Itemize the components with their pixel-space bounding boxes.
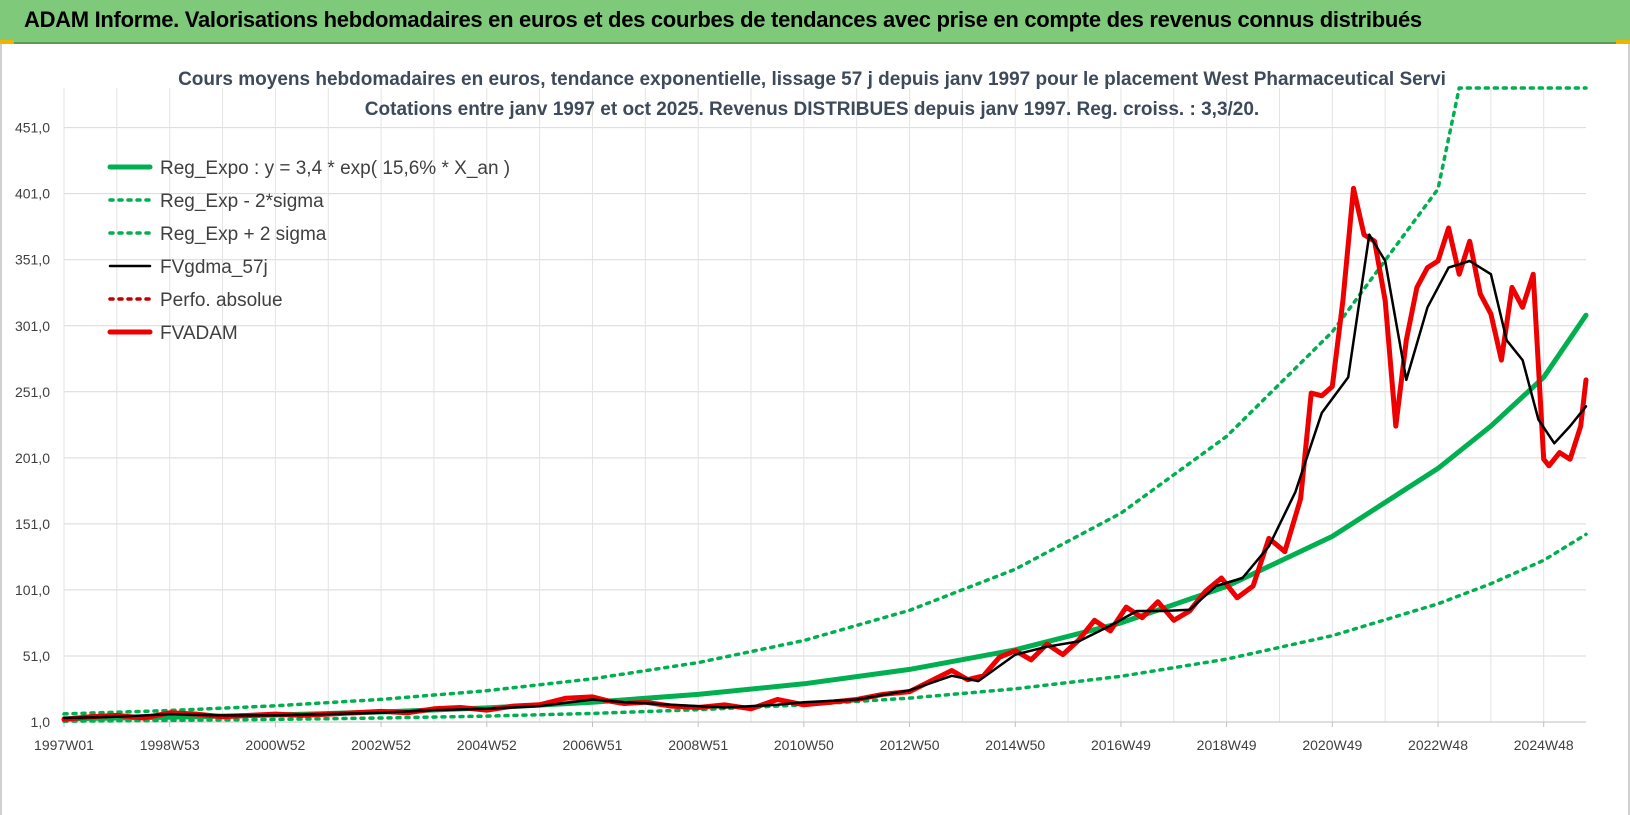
y-tick-label: 201,0 — [15, 450, 50, 466]
chart-subtitle: Cotations entre janv 1997 et oct 2025. R… — [365, 99, 1259, 120]
line-chart: Cours moyens hebdomadaires en euros, ten… — [15, 69, 1589, 753]
x-tick-label: 1997W01 — [34, 737, 94, 753]
y-axis: 1,0 51,0 101,0 151,0 201,0 251,0 301,0 351,0 401… — [15, 120, 50, 730]
corner-mark-right — [1616, 40, 1630, 44]
legend: Reg_Expo : y = 3,4 * exp( 15,6% * X_an )… — [107, 158, 510, 344]
legend-label-0: Reg_Expo : y = 3,4 * exp( 15,6% * X_an ) — [160, 158, 510, 179]
report-title: ADAM Informe. Valorisations hebdomadaire… — [24, 7, 1422, 32]
y-tick-label: 301,0 — [15, 318, 50, 334]
chart-grid — [63, 88, 1586, 723]
x-tick-label: 2010W50 — [774, 737, 834, 753]
x-tick-label: 2014W50 — [985, 737, 1045, 753]
x-tick-label: 2012W50 — [880, 737, 940, 753]
y-tick-label: 351,0 — [15, 252, 50, 268]
y-tick-label: 151,0 — [15, 516, 50, 532]
series-line-5 — [61, 185, 1589, 722]
series-line-1 — [62, 532, 1588, 723]
y-tick-label: 401,0 — [15, 186, 50, 202]
legend-label-1: Reg_Exp - 2*sigma — [160, 191, 324, 212]
chart-frame: Cours moyens hebdomadaires en euros, ten… — [0, 44, 1630, 815]
corner-mark-left — [0, 40, 14, 44]
y-tick-label: 251,0 — [15, 384, 50, 400]
x-tick-label: 2020W49 — [1302, 737, 1362, 753]
series-line-2 — [62, 86, 1588, 716]
report-banner: ADAM Informe. Valorisations hebdomadaire… — [0, 0, 1630, 44]
x-tick-label: 1998W53 — [140, 737, 200, 753]
legend-label-4: Perfo. absolue — [160, 290, 283, 311]
legend-label-2: Reg_Exp + 2 sigma — [160, 224, 327, 245]
x-tick-label: 2008W51 — [668, 737, 728, 753]
series-line-3 — [62, 233, 1588, 720]
y-tick-label: 1,0 — [31, 714, 51, 730]
x-tick-label: 2004W52 — [457, 737, 517, 753]
series-layer — [61, 86, 1589, 723]
y-tick-label: 101,0 — [15, 582, 50, 598]
x-axis: 1997W01 1998W53 2000W52 2002W52 2004W52 2006W… — [34, 722, 1574, 753]
legend-label-3: FVgdma_57j — [160, 257, 268, 278]
x-tick-label: 2002W52 — [351, 737, 411, 753]
chart-title: Cours moyens hebdomadaires en euros, ten… — [178, 69, 1446, 90]
y-tick-label: 451,0 — [15, 120, 50, 136]
legend-label-5: FVADAM — [160, 323, 238, 344]
x-tick-label: 2018W49 — [1197, 737, 1257, 753]
x-tick-label: 2000W52 — [245, 737, 305, 753]
x-tick-label: 2006W51 — [563, 737, 623, 753]
y-tick-label: 51,0 — [23, 648, 50, 664]
x-tick-label: 2016W49 — [1091, 737, 1151, 753]
x-tick-label: 2024W48 — [1514, 737, 1574, 753]
x-tick-label: 2022W48 — [1408, 737, 1468, 753]
series-line-0 — [61, 312, 1589, 722]
